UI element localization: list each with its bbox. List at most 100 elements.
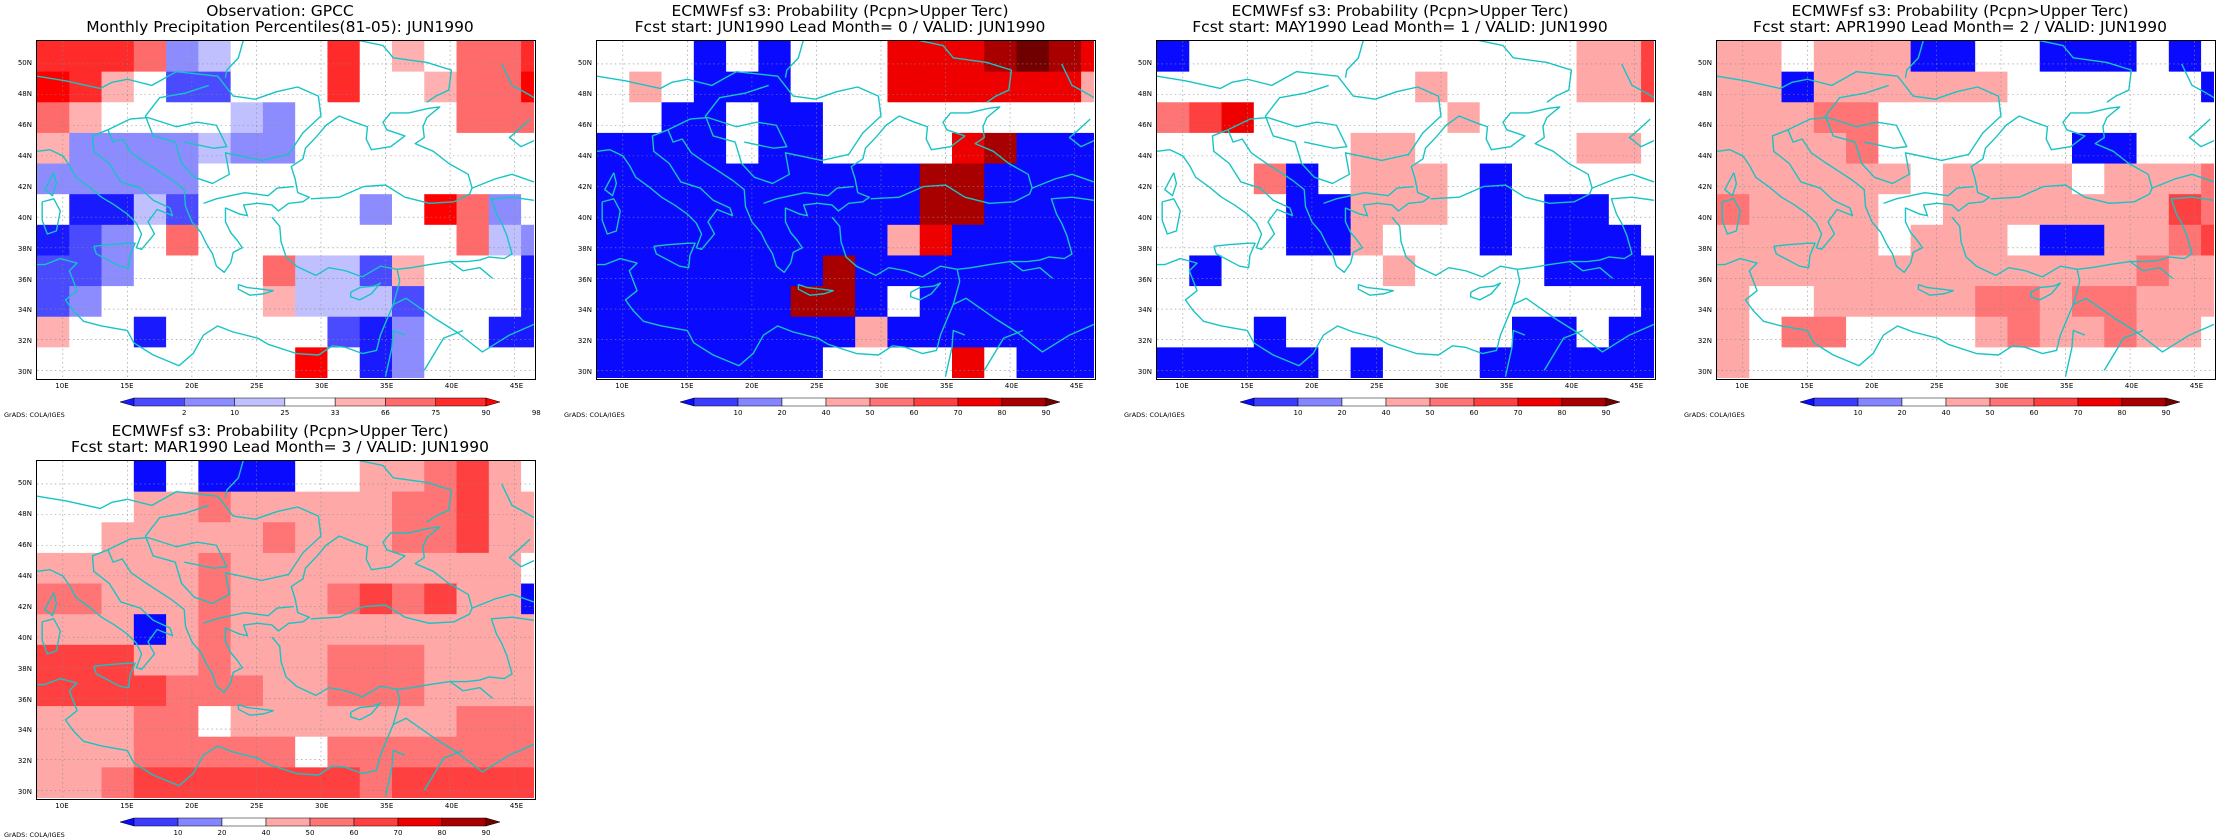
grid-cell <box>230 706 264 738</box>
y-tick-label: 30N <box>17 368 32 377</box>
grid-cell <box>392 347 425 378</box>
grid-cell <box>359 255 393 287</box>
colorbar-label: 60 <box>350 829 359 837</box>
grid-cell <box>359 614 393 646</box>
grid-cell <box>1286 255 1319 287</box>
grid-cell <box>919 255 953 287</box>
grid-cell <box>69 675 103 707</box>
grid-cell <box>822 347 856 378</box>
grid-cell <box>1382 71 1416 103</box>
coastline <box>384 749 406 797</box>
grid-cell <box>2201 224 2214 257</box>
grid-cell <box>37 224 70 257</box>
grid-cell <box>327 583 361 615</box>
grid-cell <box>2039 102 2073 134</box>
grid-cell <box>1189 255 1223 287</box>
y-tick-label: 46N <box>1137 121 1152 129</box>
grid-cell <box>2136 194 2170 226</box>
colorbar-label: 20 <box>778 409 787 417</box>
grid-cell <box>133 491 167 523</box>
coastline <box>358 41 453 103</box>
grid-cell <box>1221 163 1255 195</box>
grid-cell <box>919 286 953 318</box>
grid-cell <box>424 706 458 738</box>
grid-cell <box>1479 347 1513 378</box>
grid-cell <box>424 255 458 287</box>
grid-cell <box>2201 194 2214 226</box>
grid-cell <box>1286 41 1319 73</box>
grid-cell <box>133 132 167 165</box>
y-tick-label: 32N <box>1137 337 1152 346</box>
coastline <box>93 242 136 269</box>
grid-cell <box>597 41 630 73</box>
grid-cell <box>101 71 135 103</box>
grid-cell <box>1641 132 1654 165</box>
grid-cell <box>1382 41 1416 73</box>
colorbar-swatch <box>1901 397 1947 407</box>
grid-cell <box>521 71 534 103</box>
coastline <box>1391 106 1593 212</box>
y-tick-label: 36N <box>1137 275 1152 284</box>
grid-cell <box>392 614 425 646</box>
x-tick-label: 30E <box>315 382 329 390</box>
grid-cell <box>2007 132 2041 165</box>
grid-cell <box>919 102 953 134</box>
grid-cell <box>101 706 135 738</box>
grid-cell <box>1350 163 1384 195</box>
grid-cell <box>198 224 232 257</box>
grid-cell <box>392 552 425 585</box>
coastline <box>597 70 882 185</box>
y-tick-label: 42N <box>1137 182 1152 191</box>
grid-cell <box>37 286 70 318</box>
grid-cell <box>2072 224 2105 257</box>
grid-cell <box>629 194 663 226</box>
grid-cell <box>2104 102 2138 134</box>
colorbar-label: 40 <box>822 409 831 417</box>
colorbar-swatch <box>441 817 487 827</box>
coastline <box>597 129 734 251</box>
colorbar-swatch <box>693 397 739 407</box>
grid-cell <box>295 163 329 195</box>
grid-cell <box>392 644 425 677</box>
grid-cell <box>456 552 490 585</box>
grid-cell <box>262 255 296 287</box>
grid-cell <box>166 614 199 646</box>
colorbar-label: 60 <box>910 409 919 417</box>
map-plot <box>596 40 1096 380</box>
y-tick-label: 42N <box>1697 182 1712 191</box>
grid-cell <box>262 163 296 195</box>
coastline <box>1951 106 2153 212</box>
x-tick-label: 45E <box>509 802 524 810</box>
grid-cell <box>521 102 534 134</box>
x-tick-label: 35E <box>1499 382 1514 390</box>
y-tick-label: 38N <box>1697 244 1712 253</box>
x-tick-label: 45E <box>1629 382 1644 390</box>
grid-cell <box>424 224 458 257</box>
grid-cell <box>37 736 70 768</box>
x-tick-label: 45E <box>2189 382 2204 390</box>
grid-cell <box>1081 347 1094 378</box>
colorbar-swatch <box>913 397 959 407</box>
grid-cell <box>1016 347 1050 378</box>
colorbar-swatch <box>184 397 235 407</box>
grid-cell <box>295 644 329 677</box>
grid-cell <box>2039 286 2073 318</box>
grid-cell <box>661 224 695 257</box>
grid-cell <box>2168 194 2202 226</box>
y-tick-label: 50N <box>17 59 32 68</box>
coastline <box>1470 282 1502 301</box>
grid-cell <box>726 71 759 103</box>
grid-cell <box>1975 41 2009 73</box>
grid-cell <box>952 163 985 195</box>
grid-cell <box>2039 255 2073 287</box>
grid-cell <box>1189 194 1223 226</box>
coastline <box>1009 260 1054 279</box>
colorbar-label: 90 <box>482 829 491 837</box>
x-tick-label: 30E <box>1435 382 1449 390</box>
grid-cell <box>198 163 232 195</box>
grid-cell <box>133 194 167 226</box>
grid-cell <box>1641 41 1654 73</box>
colorbar-svg: 10 20 40 50 60 70 80 90 <box>119 817 501 837</box>
coastline <box>392 297 534 353</box>
grid-cell <box>1576 71 1610 103</box>
